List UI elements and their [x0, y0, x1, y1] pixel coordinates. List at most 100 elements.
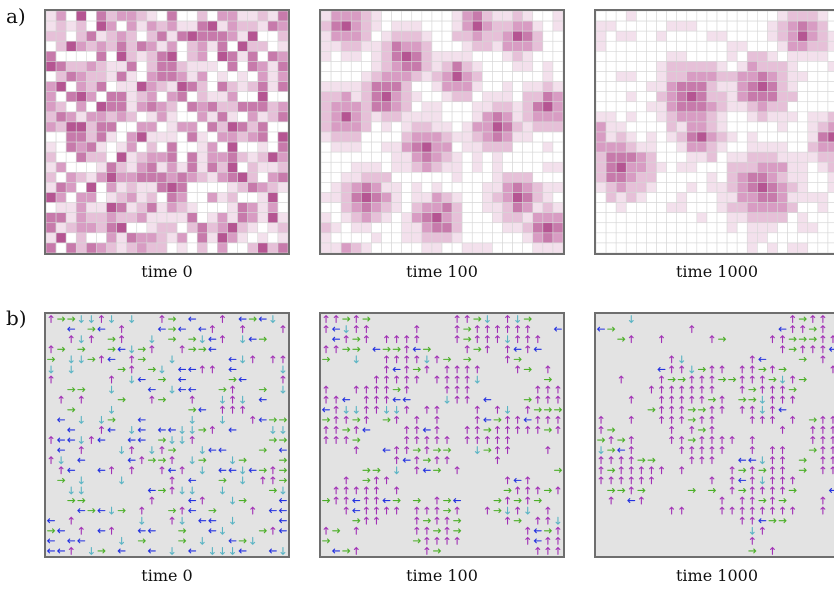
density-cell	[451, 51, 463, 62]
density-cell	[431, 192, 443, 203]
density-cell	[277, 40, 288, 52]
arrow-up	[374, 486, 379, 495]
density-cell	[156, 131, 168, 143]
density-cell	[797, 20, 809, 32]
density-cell	[767, 161, 778, 173]
density-cell	[512, 151, 523, 163]
arrow-left	[188, 498, 197, 503]
density-cell	[277, 30, 288, 42]
arrow-up	[505, 516, 510, 525]
density-cell	[166, 121, 178, 133]
arrow-up	[434, 516, 440, 525]
density-cell	[431, 212, 443, 224]
density-cell	[247, 61, 259, 72]
density-cell	[166, 182, 178, 193]
arrow-up	[78, 526, 84, 535]
caption-a-time-0: time 0	[141, 262, 193, 281]
density-cell	[136, 91, 148, 103]
density-cell	[75, 71, 87, 82]
arrow-down	[424, 355, 430, 364]
arrow-right	[342, 346, 351, 352]
arrow-up	[434, 405, 440, 414]
density-cell	[277, 172, 288, 183]
density-cell	[237, 172, 248, 183]
density-cell	[65, 131, 77, 143]
arrow-up	[780, 345, 785, 354]
density-cell	[401, 71, 413, 82]
density-cell	[726, 91, 738, 103]
density-cell	[65, 20, 77, 32]
density-cell	[522, 111, 534, 123]
density-cell	[461, 20, 473, 32]
density-cell	[807, 182, 819, 193]
arrow-up	[374, 395, 379, 404]
density-cell	[542, 91, 554, 103]
density-cell	[746, 222, 758, 234]
density-cell	[156, 111, 168, 123]
density-cell	[116, 11, 127, 22]
arrow-left	[657, 367, 666, 372]
density-cell	[267, 51, 279, 62]
density-cell	[227, 121, 238, 133]
arrow-right	[788, 488, 797, 493]
density-cell	[441, 20, 453, 32]
density-cell	[605, 71, 617, 82]
row-b-label: b)	[6, 306, 27, 330]
density-cell	[350, 192, 362, 203]
density-cell	[106, 101, 117, 113]
density-cell	[471, 141, 483, 153]
density-cell	[321, 192, 332, 203]
density-cell	[552, 141, 563, 153]
density-cell	[350, 151, 362, 163]
density-cell	[146, 232, 158, 244]
density-cell	[615, 131, 627, 143]
density-cell	[451, 11, 463, 22]
density-cell	[196, 61, 208, 72]
arrow-up	[659, 466, 664, 475]
density-cell	[247, 232, 259, 244]
arrow-right	[238, 457, 247, 463]
density-cell	[421, 141, 433, 153]
density-cell	[767, 202, 778, 213]
density-cell	[512, 212, 523, 224]
arrow-right	[778, 367, 787, 372]
density-cell	[666, 71, 677, 82]
density-cell	[532, 101, 544, 113]
density-cell	[86, 212, 97, 224]
arrow-left	[748, 457, 757, 463]
density-cell	[55, 51, 67, 62]
density-cell	[65, 51, 77, 62]
density-cell	[696, 121, 708, 133]
arrow-right	[808, 417, 817, 423]
density-cell	[746, 192, 758, 203]
arrow-down	[78, 315, 84, 324]
density-cell	[217, 61, 228, 72]
density-cell	[237, 20, 248, 32]
arrow-right	[758, 467, 767, 473]
density-cell	[207, 172, 218, 183]
density-cell	[86, 11, 97, 22]
density-cell	[411, 11, 423, 22]
density-cell	[55, 202, 67, 213]
arrow-up	[374, 496, 379, 505]
arrow-up	[474, 365, 480, 374]
density-cell	[817, 61, 829, 72]
arrow-left	[228, 538, 237, 544]
density-cell	[361, 71, 372, 82]
arrow-up	[515, 425, 521, 434]
arrow-up	[709, 415, 715, 424]
density-cell	[227, 11, 238, 22]
density-cell	[227, 91, 238, 103]
density-cell	[257, 161, 269, 173]
density-cell	[75, 101, 87, 113]
density-cell	[277, 20, 288, 32]
density-cell	[237, 81, 248, 92]
arrow-right	[382, 346, 391, 352]
density-cell	[492, 71, 503, 82]
arrow-down	[78, 476, 84, 485]
arrow-left	[188, 367, 197, 372]
density-cell	[55, 61, 67, 72]
density-cell	[196, 20, 208, 32]
arrow-down	[99, 415, 104, 425]
density-cell	[706, 20, 718, 32]
